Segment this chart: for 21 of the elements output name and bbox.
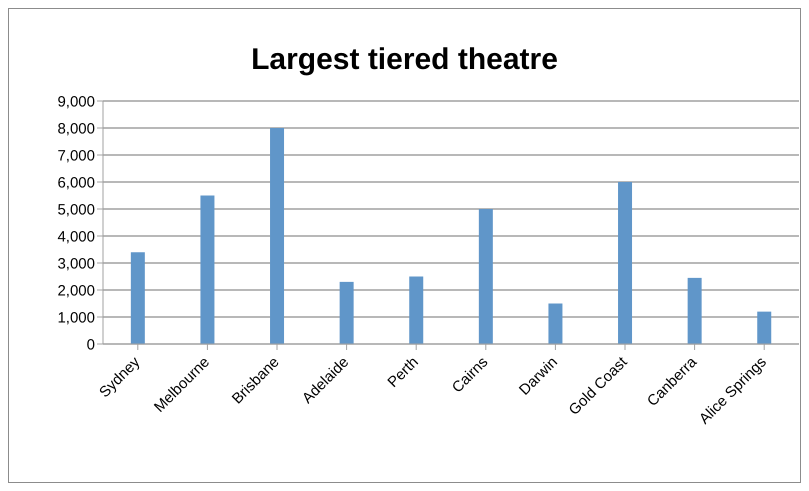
bar [409,276,424,344]
bar [340,282,354,344]
y-tick-label: 1,000 [57,309,95,326]
bar [757,312,772,344]
bar [548,304,562,344]
y-tick-label: 0 [86,336,95,354]
bar [478,209,493,344]
bar [200,196,214,344]
y-tick-label: 6,000 [57,174,95,192]
y-tick-label: 7,000 [57,147,95,164]
bar [130,252,145,344]
y-tick-label: 2,000 [57,282,95,300]
y-tick-label: 4,000 [57,228,95,246]
y-tick-label: 8,000 [57,120,95,138]
y-tick-label: 3,000 [57,255,95,272]
y-tick-label: 5,000 [57,201,95,218]
bar [688,278,702,344]
bar [270,128,284,344]
bar [618,182,632,344]
y-tick-label: 9,000 [57,93,95,110]
chart-title: Largest tiered theatre [250,43,559,77]
